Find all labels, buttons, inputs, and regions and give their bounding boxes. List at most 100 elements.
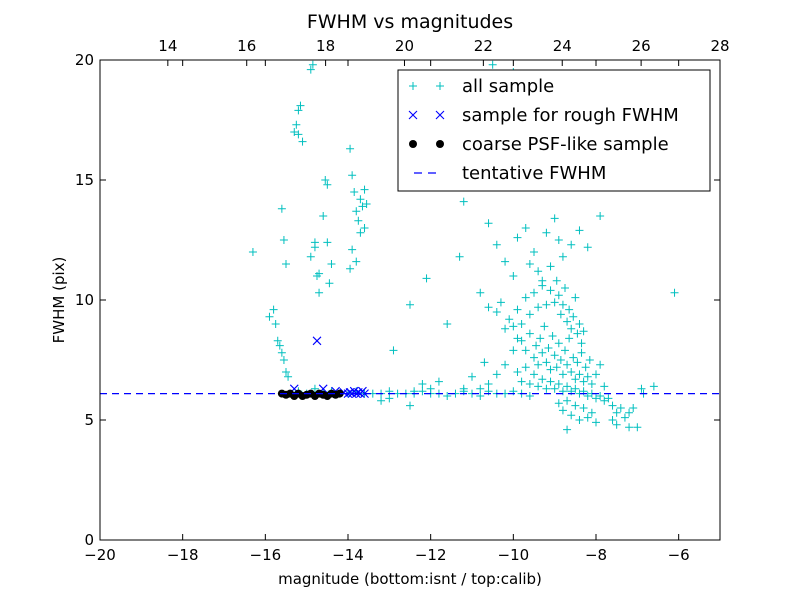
data-point: [608, 416, 617, 424]
data-point: [294, 130, 303, 139]
data-point: [418, 380, 427, 388]
data-point: [532, 341, 541, 350]
data-point: [315, 288, 324, 297]
data-point: [530, 353, 538, 362]
data-point: [275, 341, 284, 350]
data-point: [563, 425, 572, 434]
data-point: [577, 339, 586, 348]
data-point: [356, 195, 365, 204]
data-point: [319, 212, 328, 220]
y-tick-label: 0: [84, 531, 94, 549]
data-point: [360, 185, 369, 194]
top-tick-label: 20: [395, 37, 414, 55]
data-point: [625, 423, 634, 432]
data-point: [571, 384, 580, 393]
legend: all sample sample for rough FWHM coarse PS…: [397, 69, 711, 192]
data-point: [327, 260, 336, 268]
legend-label: all sample: [462, 76, 554, 97]
data-point: [501, 360, 510, 369]
x-tick-label: −12: [415, 546, 447, 564]
x-tick-label: −8: [585, 546, 607, 564]
data-point: [530, 370, 538, 379]
data-point: [496, 298, 505, 307]
x-tick-label: −20: [84, 546, 116, 564]
data-point: [277, 348, 286, 357]
data-point: [538, 375, 547, 384]
data-point: [459, 197, 468, 206]
data-point: [569, 312, 578, 321]
data-point: [546, 365, 555, 374]
data-point: [558, 406, 567, 415]
data-point: [670, 288, 679, 297]
data-point: [592, 394, 600, 403]
data-point: [484, 380, 493, 388]
data-point: [546, 377, 555, 386]
data-point: [271, 320, 280, 328]
data-point: [492, 308, 501, 316]
data-point: [563, 317, 572, 326]
top-tick-label: 16: [237, 37, 256, 55]
data-point: [377, 396, 386, 405]
data-point: [389, 346, 398, 355]
data-point: [565, 334, 574, 343]
data-point: [567, 368, 576, 376]
data-point: [350, 188, 359, 196]
data-point: [488, 60, 497, 69]
data-point: [335, 389, 344, 398]
data-point: [546, 262, 555, 271]
data-point: [556, 310, 565, 319]
data-point: [579, 404, 588, 412]
data-point: [348, 245, 357, 254]
data-point: [556, 356, 565, 364]
data-point: [385, 394, 394, 403]
top-ticks: 14 16 18 20 22 24 26 28: [158, 37, 730, 66]
data-point: [505, 315, 514, 324]
data-point: [356, 228, 365, 237]
data-point: [575, 370, 584, 379]
data-point: [443, 392, 452, 400]
data-point: [455, 252, 464, 261]
chart-title: FWHM vs magnitudes: [307, 11, 513, 33]
data-point: [542, 358, 551, 367]
data-point: [292, 120, 301, 129]
data-point: [346, 264, 355, 273]
data-point: [279, 236, 288, 244]
data-point: [625, 408, 634, 417]
data-point: [608, 401, 617, 410]
x-ticks: −20 −18 −16 −14 −12 −10 −8 −6: [84, 60, 690, 564]
data-point: [563, 360, 572, 369]
data-point: [501, 257, 510, 266]
data-point: [480, 358, 489, 367]
data-point: [530, 288, 538, 297]
data-point: [509, 272, 518, 280]
data-point: [596, 392, 605, 400]
data-point: [517, 320, 526, 328]
data-point: [561, 346, 569, 355]
legend-label: coarse PSF-like sample: [462, 134, 669, 155]
data-point: [563, 382, 572, 391]
data-point: [530, 248, 538, 256]
y-tick-label: 20: [75, 51, 94, 69]
data-point: [406, 300, 414, 309]
data-point: [567, 411, 576, 420]
data-point: [558, 252, 567, 261]
data-point: [513, 334, 522, 343]
data-point: [600, 382, 609, 391]
data-point: [604, 394, 613, 403]
data-point: [282, 260, 290, 268]
legend-label: tentative FWHM: [462, 163, 606, 184]
data-point: [600, 396, 609, 405]
data-point: [525, 310, 534, 319]
data-point: [583, 392, 592, 400]
data-point: [548, 332, 557, 340]
data-point: [612, 420, 621, 429]
top-tick-label: 18: [316, 37, 335, 55]
data-point: [583, 243, 592, 252]
data-point: [277, 204, 286, 213]
legend-label: sample for rough FWHM: [462, 105, 679, 126]
data-point: [310, 238, 319, 247]
legend-item: tentative FWHM: [414, 163, 606, 184]
data-point: [354, 216, 363, 225]
data-point: [308, 60, 317, 69]
data-point: [358, 202, 367, 211]
